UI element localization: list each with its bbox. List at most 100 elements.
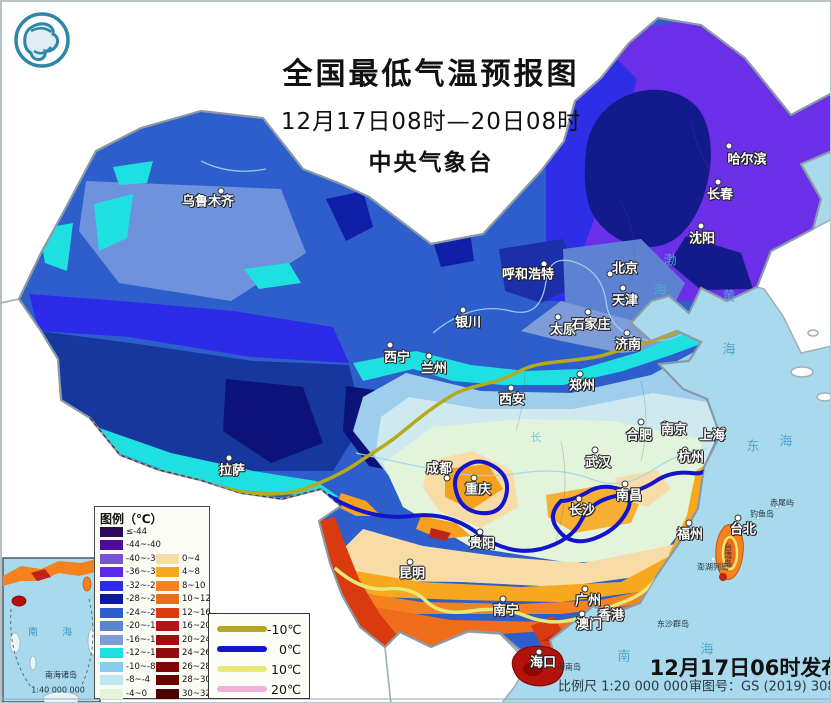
legend-color-swatch	[100, 567, 123, 578]
legend-cold-column: ≤-44 -44~-40 -40~-36 -36~-32	[100, 525, 161, 701]
city-dot	[540, 260, 548, 268]
city-label: 成都	[425, 461, 453, 477]
river-name-label: 长	[530, 431, 542, 444]
city-dot	[719, 426, 727, 434]
legend-color-swatch	[100, 688, 123, 699]
city-label: 昆明	[398, 566, 426, 582]
legend-range-label: 28~30	[182, 675, 211, 686]
city-label: 太原	[549, 322, 577, 338]
city-label: 呼和浩特	[501, 267, 555, 283]
isoline-legend-row: 20℃	[209, 679, 309, 699]
isoline-0c-chongqing-loop	[453, 459, 510, 516]
agency-name: 中央气象台	[368, 150, 494, 176]
legend-row: 26~28	[156, 660, 211, 674]
legend-row: -44~-40	[100, 539, 161, 553]
city-dot	[476, 528, 484, 536]
city-dot	[734, 514, 742, 522]
city-dot	[661, 420, 669, 428]
isoline-legend-row: -10℃	[209, 619, 309, 639]
legend-range-label: -20~-16	[126, 621, 161, 632]
isoline-legend: -10℃ 0℃ 10℃ 20℃	[208, 613, 310, 699]
city-label: 长沙	[568, 503, 596, 519]
forecast-period: 12月17日08时—20日08时	[280, 109, 582, 135]
city-dot	[637, 418, 645, 426]
legend-range-label: 16~20	[182, 621, 211, 632]
temperature-legend: 图例（℃） ≤-44 -44~-40 -40~-36	[94, 506, 211, 701]
city-label: 石家庄	[571, 317, 611, 333]
city-label: 杭州	[677, 450, 705, 466]
city-dot	[681, 446, 689, 454]
legend-range-label: 10~12	[182, 594, 211, 605]
legend-color-swatch	[100, 675, 123, 686]
legend-row: -24~-20	[100, 606, 161, 620]
isoline-legend-row: 0℃	[209, 639, 309, 659]
city-dot	[603, 604, 611, 612]
island-label: 台湾岛	[723, 543, 733, 567]
city-label: 福州	[676, 527, 704, 543]
legend-row: -10~-8	[100, 660, 161, 674]
city-dot	[584, 308, 592, 316]
sea-name-label: 东	[746, 439, 762, 455]
map-approval-text: 审图号：GS (2019) 3082号	[689, 679, 830, 695]
city-dot	[576, 370, 584, 378]
city-dot	[554, 313, 562, 321]
legend-range-label: 8~10	[182, 580, 206, 591]
city-dot	[575, 495, 583, 503]
city-dot	[443, 474, 451, 482]
isoline-label: 10℃	[271, 661, 301, 677]
city-label: 合肥	[625, 428, 653, 444]
city-dot	[578, 610, 586, 618]
city-label: 银川	[454, 315, 482, 331]
legend-row: 12~16	[156, 606, 211, 620]
legend-row: -16~-12	[100, 633, 161, 647]
south-china-sea-inset	[2, 557, 101, 702]
city-label: 天津	[611, 293, 639, 309]
city-dot	[217, 187, 225, 195]
isoline-legend-row: 10℃	[209, 659, 309, 679]
island-label: 海南岛	[557, 662, 581, 672]
legend-range-label: 26~28	[182, 661, 211, 672]
city-label: 哈尔滨	[727, 152, 767, 168]
china-border-outline	[17, 16, 830, 657]
sea-name-label: 渤	[663, 253, 679, 269]
legend-row: 10~12	[156, 593, 211, 607]
city-label: 济南	[614, 337, 642, 353]
legend-range-label: 20~24	[182, 634, 211, 645]
city-dot	[507, 384, 515, 392]
legend-row: -20~-16	[100, 620, 161, 634]
isoline-0c	[327, 464, 709, 553]
legend-color-swatch	[156, 580, 179, 591]
city-dot	[535, 648, 543, 656]
city-dot	[623, 329, 631, 337]
city-label: 香港	[597, 608, 625, 624]
isoline-sample	[217, 646, 267, 652]
city-label: 郑州	[568, 378, 596, 394]
island-label: 钓鱼岛	[750, 509, 774, 519]
legend-range-label: -10~-8	[126, 661, 156, 672]
legend-color-swatch	[156, 688, 179, 699]
legend-color-swatch	[100, 540, 123, 551]
legend-color-swatch	[100, 648, 123, 659]
legend-range-label: -28~-24	[126, 594, 161, 605]
legend-range-label: 12~16	[182, 607, 211, 618]
page-title: 全国最低气温预报图	[282, 57, 580, 92]
taiwan-island	[710, 505, 779, 581]
legend-row: -28~-24	[100, 593, 161, 607]
legend-color-swatch	[100, 607, 123, 618]
city-label: 重庆	[464, 482, 492, 498]
city-label: 西安	[498, 392, 526, 408]
city-dot	[470, 474, 478, 482]
legend-range-label: -16~-12	[126, 634, 161, 645]
city-label: 拉萨	[218, 463, 246, 479]
city-label: 北京	[611, 261, 639, 277]
sea-name-label: 海	[722, 342, 738, 358]
legend-range-label: -32~-28	[126, 580, 161, 591]
legend-row: 8~10	[156, 579, 211, 593]
legend-range-label: 24~26	[182, 648, 211, 659]
isoline-label: 20℃	[271, 681, 301, 697]
legend-row: 30~32	[156, 687, 211, 701]
inset-islands-label: 南海诸岛	[45, 670, 77, 680]
legend-color-swatch	[156, 607, 179, 618]
city-dot	[459, 306, 467, 314]
legend-color-swatch	[156, 567, 179, 578]
